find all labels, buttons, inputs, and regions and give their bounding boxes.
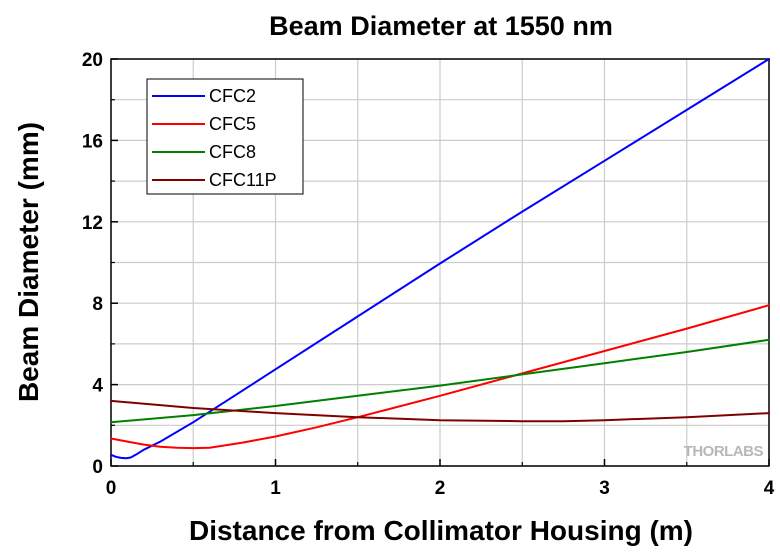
y-tick-label: 20	[82, 50, 103, 71]
x-axis-label: Distance from Collimator Housing (m)	[189, 515, 693, 546]
series-line-cfc8	[110, 338, 770, 424]
y-tick-label: 8	[92, 294, 103, 315]
x-tick-label: 3	[599, 478, 610, 499]
y-tick-label: 0	[92, 457, 103, 478]
grid	[110, 58, 770, 467]
legend-box	[146, 78, 304, 195]
y-tick-label: 16	[82, 131, 103, 152]
legend-label-cfc5: CFC5	[209, 114, 256, 134]
x-tick-label: 2	[435, 478, 446, 499]
legend: CFC2 CFC5 CFC8 CFC11P	[146, 78, 304, 195]
legend-label-cfc8: CFC8	[209, 142, 256, 162]
series-line-cfc2	[110, 58, 770, 460]
x-tick-label: 4	[764, 478, 775, 499]
axis-ticks	[110, 58, 770, 467]
y-axis-label: Beam Diameter (mm)	[13, 122, 44, 402]
legend-label-cfc11p: CFC11P	[209, 170, 277, 190]
chart-title: Beam Diameter at 1550 nm	[269, 11, 613, 41]
series-lines	[110, 58, 770, 460]
x-tick-label: 0	[106, 478, 117, 499]
thorlabs-watermark: THORLABS	[684, 443, 764, 460]
y-tick-label: 12	[82, 213, 103, 234]
y-tick-label: 4	[92, 376, 103, 397]
legend-label-cfc2: CFC2	[209, 86, 256, 106]
series-line-cfc11p	[110, 399, 770, 423]
x-tick-label: 1	[270, 478, 281, 499]
series-line-cfc5	[110, 304, 770, 450]
